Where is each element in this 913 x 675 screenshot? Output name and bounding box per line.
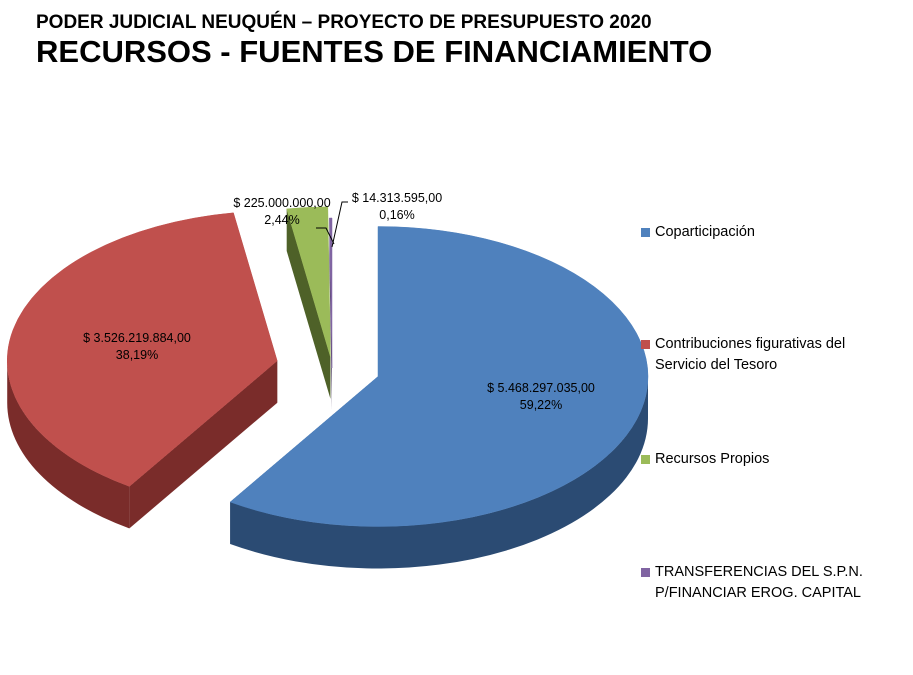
data-label-percent: 59,22%: [520, 398, 562, 412]
legend-swatch: [641, 340, 650, 349]
data-label-value: $ 14.313.595,00: [352, 191, 442, 205]
page-subtitle: PODER JUDICIAL NEUQUÉN – PROYECTO DE PRE…: [36, 12, 652, 33]
data-label-percent: 2,44%: [264, 213, 299, 227]
legend-swatch: [641, 455, 650, 464]
legend-item: Contribuciones figurativas del Servicio d…: [641, 334, 901, 376]
pie-slice-2: [286, 206, 331, 399]
data-label-value: $ 225.000.000,00: [233, 196, 330, 210]
pie-slice-top: [6, 212, 278, 487]
pie-slice-3: [329, 217, 333, 410]
legend-label-line: Coparticipación: [655, 224, 755, 240]
pie-slice-0: [229, 226, 649, 569]
data-label-1: $ 3.526.219.884,00 38,19%: [83, 331, 191, 362]
legend-item: Coparticipación: [641, 222, 901, 243]
page-title: RECURSOS - FUENTES DE FINANCIAMIENTO: [36, 34, 713, 69]
legend-label-line: TRANSFERENCIAS DEL S.P.N.: [655, 564, 863, 580]
pie-slice-top: [329, 217, 333, 369]
leader-line: [316, 227, 335, 245]
data-label-2: $ 225.000.000,00 2,44%: [233, 196, 335, 245]
legend-label: TRANSFERENCIAS DEL S.P.N. P/FINANCIAR ERO…: [655, 562, 863, 604]
pie-slice-top: [286, 206, 331, 357]
legend-label: Coparticipación: [655, 222, 755, 243]
legend-swatch: [641, 568, 650, 577]
legend-item: Recursos Propios: [641, 449, 901, 470]
data-label-3: $ 14.313.595,00 0,16%: [331, 191, 442, 248]
legend-label: Contribuciones figurativas del Servicio d…: [655, 334, 845, 376]
data-label-value: $ 5.468.297.035,00: [487, 381, 595, 395]
legend-label-line: P/FINANCIAR EROG. CAPITAL: [655, 585, 861, 601]
data-label-percent: 0,16%: [379, 208, 414, 222]
data-label-percent: 38,19%: [116, 348, 158, 362]
pie-slice-top: [229, 226, 649, 527]
data-label-value: $ 3.526.219.884,00: [83, 331, 191, 345]
pie-slice-rim: [230, 376, 649, 569]
legend-label: Recursos Propios: [655, 449, 769, 470]
legend-item: TRANSFERENCIAS DEL S.P.N. P/FINANCIAR ERO…: [641, 562, 901, 604]
legend-label-line: Servicio del Tesoro: [655, 357, 778, 373]
data-label-0: $ 5.468.297.035,00 59,22%: [487, 381, 595, 412]
legend-label-line: Recursos Propios: [655, 451, 770, 467]
legend-label-line: Contribuciones figurativas del: [655, 336, 846, 352]
pie-slice-1: [6, 212, 278, 529]
pie-slice-wall: [286, 208, 331, 399]
legend-swatch: [641, 228, 650, 237]
leader-line: [331, 201, 348, 248]
pie-slice-rim: [7, 360, 130, 529]
pie-slice-wall: [129, 360, 278, 529]
